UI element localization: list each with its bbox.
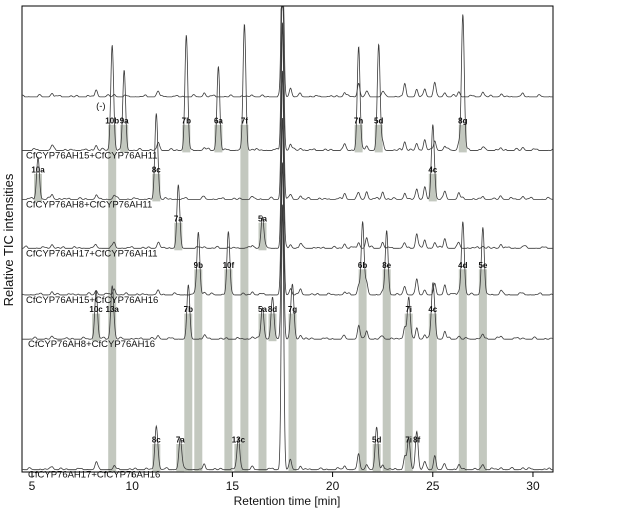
x-tick-label: 15: [226, 479, 240, 493]
peak-label: 7b: [182, 116, 191, 125]
peak-label: 13a: [106, 305, 120, 314]
peak-label: 13c: [232, 436, 246, 445]
peak-label: 10b: [105, 116, 119, 125]
peak-label: 5d: [374, 116, 383, 125]
peak-label: 7b: [184, 305, 193, 314]
chromatogram-trace: [21, 117, 554, 296]
highlight-band: [268, 313, 277, 342]
peak-label: 5a: [258, 305, 267, 314]
x-axis-ticks: 5 10 15 20 25 30: [29, 472, 540, 493]
highlight-band: [174, 222, 183, 251]
highlight-band: [108, 124, 117, 472]
trace-label: CfCYP76AH15+CfCYP76AH16: [26, 295, 158, 306]
highlight-band: [194, 269, 203, 472]
highlight-band: [478, 269, 487, 472]
peak-label: 7i: [405, 305, 412, 314]
peak-labels: 10b 9a 7b 6a 7f 7h 5d 8g 10a 8c 4c 7a 5a 6b 8e 4d 5e 9b 10…: [31, 116, 488, 444]
peak-label: 4c: [428, 165, 437, 174]
x-tick-label: 20: [326, 479, 340, 493]
chromatogram-trace: [22, 22, 553, 200]
highlight-band: [458, 269, 467, 472]
trace-labels: (-) CfCYP76AH15+CfCYP76AH11 CfCYP76AH8+CfC…: [26, 101, 160, 481]
highlight-band: [404, 313, 413, 472]
peak-label: 7h: [354, 116, 363, 125]
peak-label: 6a: [214, 116, 223, 125]
peak-label: 8e: [382, 261, 391, 270]
highlight-bands: [34, 124, 487, 472]
highlight-band: [374, 124, 383, 153]
highlight-band: [176, 444, 185, 472]
x-tick-label: 5: [29, 479, 36, 493]
highlight-band: [184, 313, 193, 472]
highlight-band: [458, 124, 467, 153]
x-tick-label: 25: [426, 479, 440, 493]
highlight-band: [214, 124, 223, 153]
highlight-band: [428, 313, 437, 472]
trace-label: CfCYP76AH17+CfCYP76AH16: [28, 470, 160, 481]
highlight-band: [382, 269, 391, 472]
peak-label: 9a: [120, 116, 129, 125]
trace-label: CfCYP76AH8+CfCYP76AH16: [28, 339, 155, 350]
peak-label: 7a: [174, 214, 183, 223]
peak-label: 10f: [223, 261, 235, 270]
highlight-band: [182, 124, 191, 153]
chromatogram-traces: [21, 6, 554, 471]
highlight-band: [224, 269, 233, 472]
highlight-band: [34, 173, 42, 202]
plot-frame: [21, 5, 554, 473]
peak-label: 8d: [268, 305, 277, 314]
peak-label: 7i: [405, 436, 412, 445]
highlight-band: [240, 124, 249, 472]
highlight-band: [234, 444, 243, 472]
peak-label: 7f: [241, 116, 248, 125]
peak-label: 7g: [288, 305, 297, 314]
peak-label: 9b: [194, 261, 203, 270]
highlight-band: [358, 269, 367, 472]
trace-label: CfCYP76AH17+CfCYP76AH11: [26, 248, 158, 259]
highlight-band: [120, 124, 129, 153]
peak-label: 4c: [428, 305, 437, 314]
x-tick-label: 30: [526, 479, 540, 493]
chromatogram-trace: [21, 6, 553, 98]
trace-label: (-): [96, 101, 106, 112]
highlight-band: [288, 313, 297, 472]
highlight-band: [354, 124, 363, 153]
peak-label: 5a: [258, 214, 267, 223]
highlight-band: [92, 313, 101, 342]
peak-label: 10a: [31, 165, 45, 174]
peak-label: 5d: [372, 436, 381, 445]
trace-label: CfCYP76AH15+CfCYP76AH11: [26, 151, 158, 162]
peak-label: 6b: [358, 261, 367, 270]
highlight-band: [372, 444, 381, 472]
peak-label: 10c: [89, 305, 103, 314]
highlight-band: [152, 173, 161, 202]
peak-label: 8c: [152, 436, 161, 445]
peak-label: 8f: [413, 436, 420, 445]
chromatogram-trace: [21, 6, 554, 151]
peak-label: 8c: [152, 165, 161, 174]
highlight-band: [152, 444, 161, 472]
trace-label: CfCYP76AH8+CfCYP76AH11: [26, 199, 152, 210]
highlight-band: [258, 313, 267, 472]
peak-label: 4d: [458, 261, 467, 270]
x-tick-label: 10: [126, 479, 140, 493]
peak-label: 5e: [478, 261, 487, 270]
highlight-band: [428, 173, 437, 202]
y-axis-label: Relative TIC intensities: [1, 173, 16, 306]
x-axis-label: Retention time [min]: [234, 494, 341, 508]
highlight-band: [258, 222, 267, 251]
peak-label: 7a: [176, 436, 185, 445]
chromatogram-trace: [22, 162, 554, 340]
chromatogram-trace: [22, 204, 553, 471]
peak-label: 8g: [458, 116, 467, 125]
